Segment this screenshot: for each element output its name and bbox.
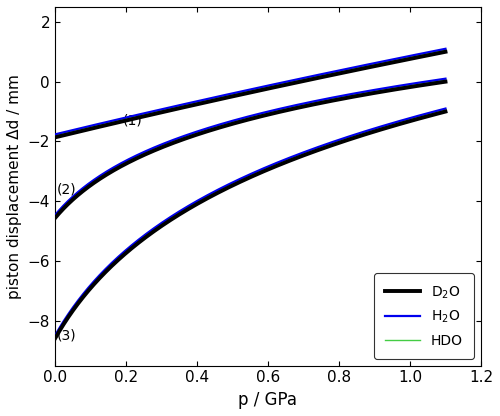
Legend: D$_2$O, H$_2$O, HDO: D$_2$O, H$_2$O, HDO [374,273,474,359]
Y-axis label: piston displacement Δd / mm: piston displacement Δd / mm [7,74,22,299]
Text: (2): (2) [56,182,76,196]
X-axis label: p / GPa: p / GPa [238,391,298,409]
Text: (3): (3) [56,329,76,343]
Text: (1): (1) [122,114,142,128]
